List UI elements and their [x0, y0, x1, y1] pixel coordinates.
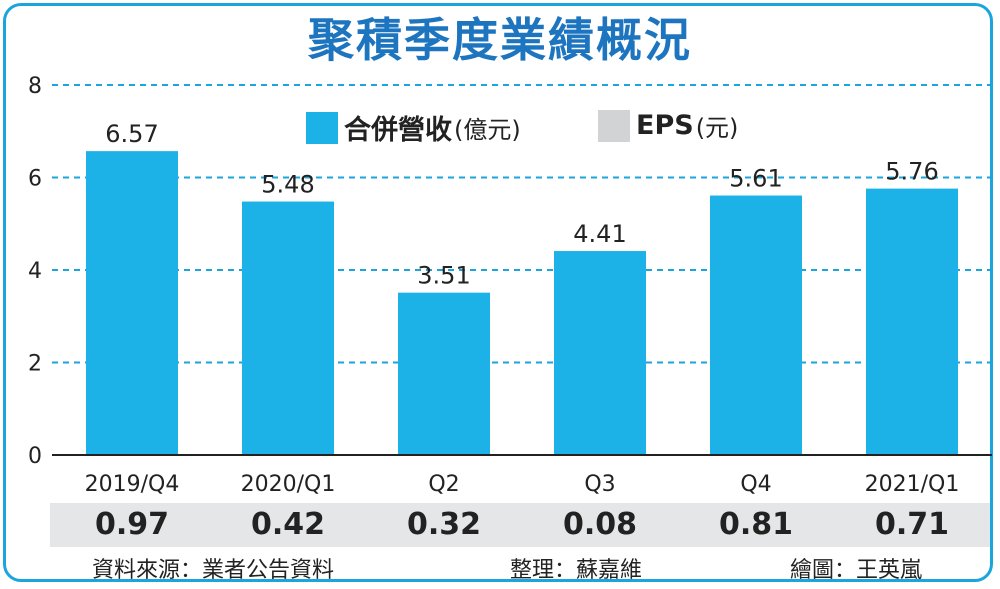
legend-unit-revenue: (億元) [454, 116, 521, 144]
value-labels: 6.57 5.48 3.51 4.41 5.61 5.76 [105, 120, 938, 290]
revenue-bar [554, 251, 646, 455]
x-tick-label: 2021/Q1 [865, 472, 960, 497]
y-tick-label: 4 [28, 259, 42, 284]
gridlines [52, 84, 992, 364]
eps-value: 0.08 [562, 507, 638, 542]
bar-value-label: 3.51 [417, 262, 470, 290]
x-tick-label: Q4 [740, 472, 771, 497]
y-tick-label: 2 [28, 352, 42, 377]
revenue-bars [86, 151, 958, 455]
eps-value: 0.81 [718, 507, 794, 542]
revenue-bar [86, 151, 178, 455]
eps-value: 0.32 [406, 507, 482, 542]
legend-unit-eps: (元) [695, 114, 739, 142]
legend-item-revenue: 合併營收 (億元) [306, 108, 521, 147]
revenue-bar [398, 292, 490, 455]
x-axis-labels: 2019/Q4 2020/Q1 Q2 Q3 Q4 2021/Q1 [85, 472, 960, 497]
eps-row: 0.97 0.42 0.32 0.08 0.81 0.71 [50, 503, 990, 547]
eps-value: 0.42 [250, 507, 326, 542]
y-tick-label: 6 [28, 167, 42, 192]
bar-value-label: 5.61 [729, 165, 782, 193]
revenue-bar [866, 188, 958, 455]
legend-item-eps: EPS (元) [598, 108, 738, 143]
footer-source: 資料來源：業者公告資料 [92, 558, 335, 583]
legend-swatch-revenue [306, 111, 338, 144]
x-tick-label: 2020/Q1 [241, 472, 336, 497]
x-tick-label: Q2 [428, 472, 459, 497]
bar-value-label: 6.57 [105, 120, 158, 148]
y-tick-label: 8 [28, 74, 42, 99]
eps-value: 0.97 [94, 507, 170, 542]
chart-frame [3, 3, 993, 582]
x-tick-label: Q3 [584, 472, 615, 497]
legend-swatch-eps [598, 109, 630, 142]
chart-title: 聚積季度業績概況 [308, 13, 692, 67]
eps-value: 0.71 [874, 507, 950, 542]
legend-label-eps: EPS [636, 110, 694, 141]
revenue-bar [242, 201, 334, 455]
revenue-bar [710, 195, 802, 455]
x-tick-label: 2019/Q4 [85, 472, 180, 497]
bar-value-label: 4.41 [573, 220, 626, 248]
bar-value-label: 5.76 [885, 158, 938, 186]
legend-label-revenue: 合併營收 [344, 115, 452, 146]
y-axis-ticks: 0 2 4 6 8 [28, 74, 42, 469]
bar-value-label: 5.48 [261, 171, 314, 199]
y-tick-label: 0 [28, 444, 42, 469]
footer-editor: 整理：蘇嘉維 [510, 558, 643, 583]
footer-illustrator: 繪圖：王英嵐 [790, 558, 923, 583]
